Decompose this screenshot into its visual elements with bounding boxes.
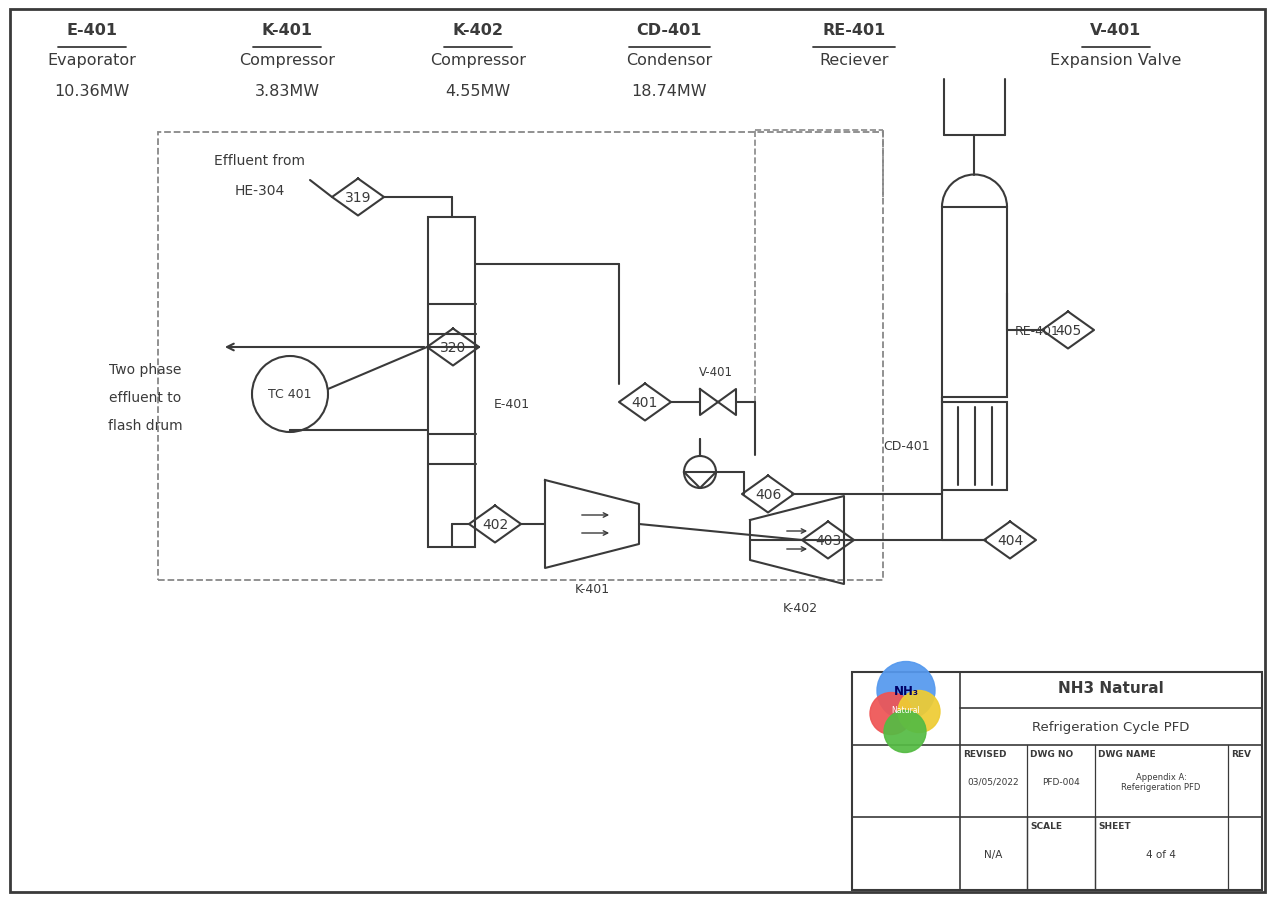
- Bar: [942, 207, 1007, 398]
- Circle shape: [870, 693, 912, 735]
- Circle shape: [898, 691, 940, 732]
- Text: CD-401: CD-401: [884, 440, 929, 453]
- Bar: [852, 672, 1262, 890]
- Text: SHEET: SHEET: [1098, 822, 1131, 831]
- Text: effluent to: effluent to: [108, 391, 181, 405]
- Text: V-401: V-401: [699, 366, 733, 379]
- Text: Expansion Valve: Expansion Valve: [1049, 53, 1182, 69]
- Text: TC 401: TC 401: [268, 388, 312, 401]
- Text: Appendix A:
Referigeration PFD: Appendix A: Referigeration PFD: [1121, 772, 1201, 791]
- Circle shape: [877, 662, 935, 720]
- Text: N/A: N/A: [984, 849, 1002, 859]
- Text: CD-401: CD-401: [636, 23, 703, 39]
- Bar: [428, 217, 476, 548]
- Text: 401: 401: [632, 396, 658, 410]
- Text: NH3 Natural: NH3 Natural: [1058, 681, 1164, 695]
- Text: Evaporator: Evaporator: [47, 53, 136, 69]
- Text: E-401: E-401: [66, 23, 117, 39]
- Text: E-401: E-401: [493, 398, 530, 411]
- Text: 319: 319: [344, 191, 371, 205]
- Text: 403: 403: [815, 533, 842, 548]
- Text: RE-401: RE-401: [822, 23, 886, 39]
- Text: K-401: K-401: [261, 23, 312, 39]
- Text: 18.74MW: 18.74MW: [631, 83, 708, 98]
- Text: 4.55MW: 4.55MW: [445, 83, 511, 98]
- Text: 404: 404: [997, 533, 1023, 548]
- Text: REV: REV: [1230, 750, 1251, 759]
- Text: K-402: K-402: [453, 23, 504, 39]
- Text: Natural: Natural: [891, 705, 921, 714]
- Text: K-402: K-402: [783, 602, 817, 615]
- Text: Reciever: Reciever: [820, 53, 889, 69]
- Text: PFD-004: PFD-004: [1042, 777, 1080, 786]
- Text: SCALE: SCALE: [1030, 822, 1062, 831]
- Text: Effluent from: Effluent from: [214, 154, 306, 168]
- Text: K-401: K-401: [575, 583, 609, 596]
- Text: 3.83MW: 3.83MW: [254, 83, 320, 98]
- Text: 402: 402: [482, 518, 509, 531]
- Text: Two phase: Two phase: [108, 363, 181, 376]
- Text: 405: 405: [1054, 324, 1081, 337]
- Text: Refrigeration Cycle PFD: Refrigeration Cycle PFD: [1033, 720, 1190, 733]
- Text: Compressor: Compressor: [430, 53, 527, 69]
- Text: Compressor: Compressor: [238, 53, 335, 69]
- Text: 03/05/2022: 03/05/2022: [968, 777, 1019, 786]
- Bar: [942, 402, 1007, 491]
- Text: 10.36MW: 10.36MW: [54, 83, 130, 98]
- Text: DWG NAME: DWG NAME: [1098, 750, 1155, 759]
- Text: Condensor: Condensor: [626, 53, 713, 69]
- Text: 406: 406: [755, 487, 782, 502]
- Circle shape: [884, 711, 926, 752]
- Text: 4 of 4: 4 of 4: [1146, 849, 1176, 859]
- Text: NH₃: NH₃: [894, 685, 918, 697]
- Text: REVISED: REVISED: [963, 750, 1006, 759]
- Bar: [158, 133, 884, 580]
- Text: flash drum: flash drum: [107, 419, 182, 433]
- Text: RE-401: RE-401: [1015, 325, 1060, 337]
- Text: 320: 320: [440, 341, 467, 354]
- Text: V-401: V-401: [1090, 23, 1141, 39]
- Text: HE-304: HE-304: [235, 184, 286, 198]
- Text: DWG NO: DWG NO: [1030, 750, 1074, 759]
